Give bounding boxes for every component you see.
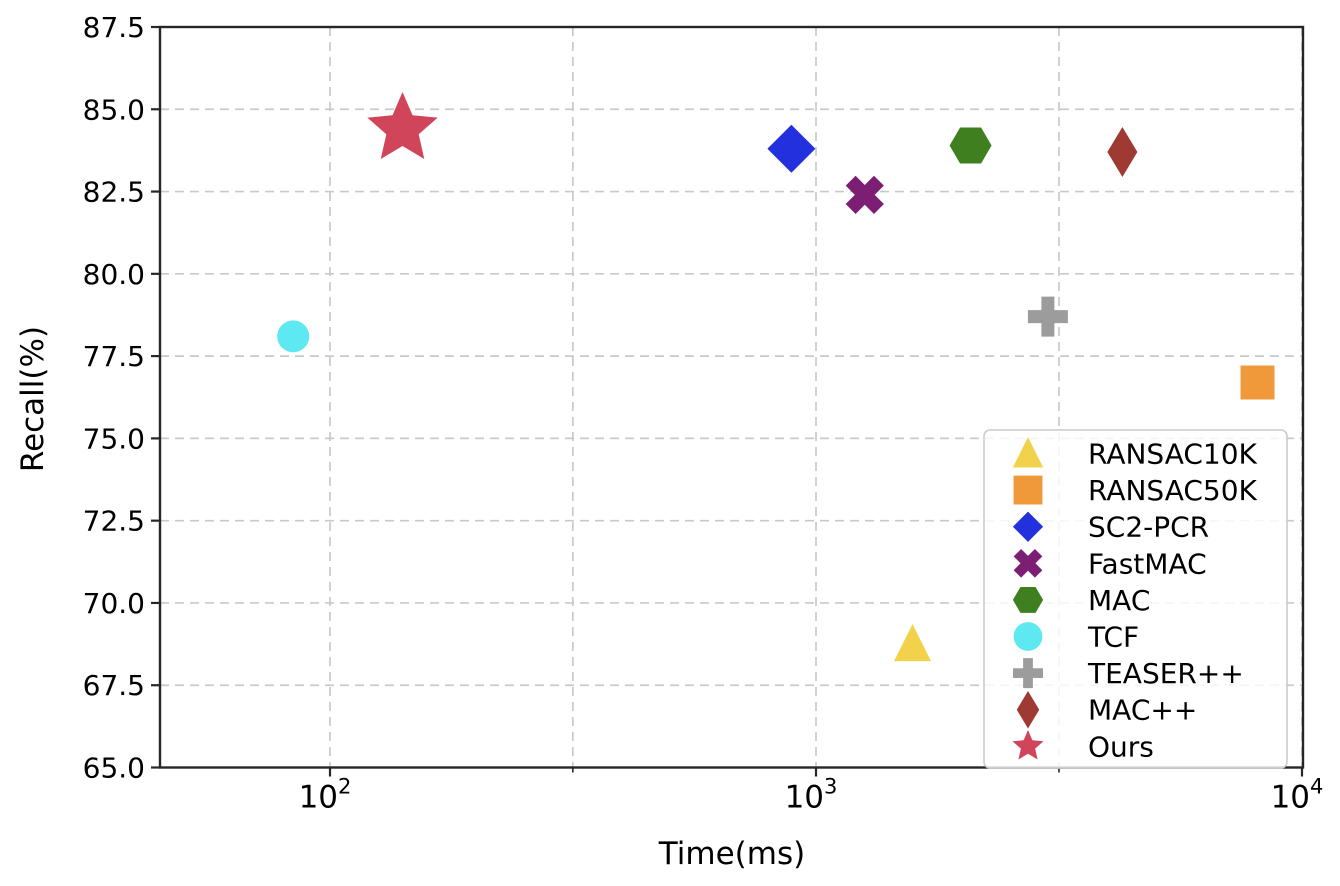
legend-marker-square-icon [1013, 475, 1043, 505]
legend-marker-x-icon [1013, 548, 1043, 578]
y-tick-label: 75.0 [83, 422, 145, 455]
legend-label: SC2-PCR [1088, 511, 1209, 544]
legend-marker-star-icon [1012, 730, 1044, 760]
point-FastMAC [845, 175, 884, 214]
legend-label: MAC++ [1088, 694, 1197, 727]
point-MACplusplus [1107, 127, 1138, 178]
legend-item-RANSAC10K: RANSAC10K [1012, 437, 1258, 471]
point-RANSAC50K [1240, 365, 1275, 400]
legend-item-MAC: MAC [1012, 584, 1150, 617]
legend-item-TCF: TCF [1013, 621, 1139, 654]
y-tick-label: 80.0 [83, 258, 145, 291]
y-tick-label: 67.5 [83, 669, 145, 702]
plot-border [158, 25, 1305, 769]
tick-labels: 65.0 67.5 70.0 72.5 75.0 77.5 80.0 82.5 85.0 87.5… [83, 11, 1324, 816]
legend-item-RANSAC50K: RANSAC50K [1013, 474, 1258, 507]
y-tick-label: 85.0 [83, 93, 145, 126]
data-points [277, 92, 1275, 662]
legend-item-Ours: Ours [1012, 730, 1154, 763]
point-Ours [367, 92, 438, 159]
x-tick-label: 102 [299, 775, 352, 816]
legend-label: RANSAC10K [1088, 438, 1258, 471]
y-tick-label: 65.0 [83, 752, 145, 785]
legend-marker-circle-icon [1013, 622, 1043, 651]
legend-marker-thin-diamond-icon [1016, 690, 1040, 729]
legend-box [983, 429, 1288, 769]
legend-label: TEASER++ [1087, 657, 1244, 690]
legend-label: MAC [1088, 584, 1150, 617]
point-TCF [277, 320, 310, 353]
y-tick-label: 82.5 [83, 176, 145, 209]
legend-item-TEASERplusplus: TEASER++ [1013, 657, 1244, 690]
point-SC2-PCR [767, 124, 816, 173]
legend-label: RANSAC50K [1088, 474, 1258, 507]
x-tick-label: 104 [1271, 775, 1324, 816]
y-tick-label: 77.5 [83, 340, 145, 373]
y-tick-label: 70.0 [83, 587, 145, 620]
x-tick-label: 103 [785, 775, 838, 816]
legend-label: Ours [1088, 730, 1154, 763]
legend-label: TCF [1087, 621, 1139, 654]
y-tick-label: 72.5 [83, 505, 145, 538]
legend-marker-triangle-icon [1012, 437, 1044, 468]
legend-item-FastMAC: FastMAC [1013, 547, 1207, 580]
legend-marker-plus-icon [1013, 658, 1043, 689]
legend-item-SC2-PCR: SC2-PCR [1012, 511, 1209, 544]
legend-label: FastMAC [1088, 547, 1207, 580]
legend-item-MACplusplus: MAC++ [1016, 690, 1197, 729]
point-TEASERplusplus [1027, 296, 1068, 337]
y-tick-label: 87.5 [83, 11, 145, 44]
legend-marker-hexagon-icon [1012, 586, 1044, 613]
point-MAC [949, 127, 992, 164]
point-RANSAC10K [894, 624, 932, 662]
